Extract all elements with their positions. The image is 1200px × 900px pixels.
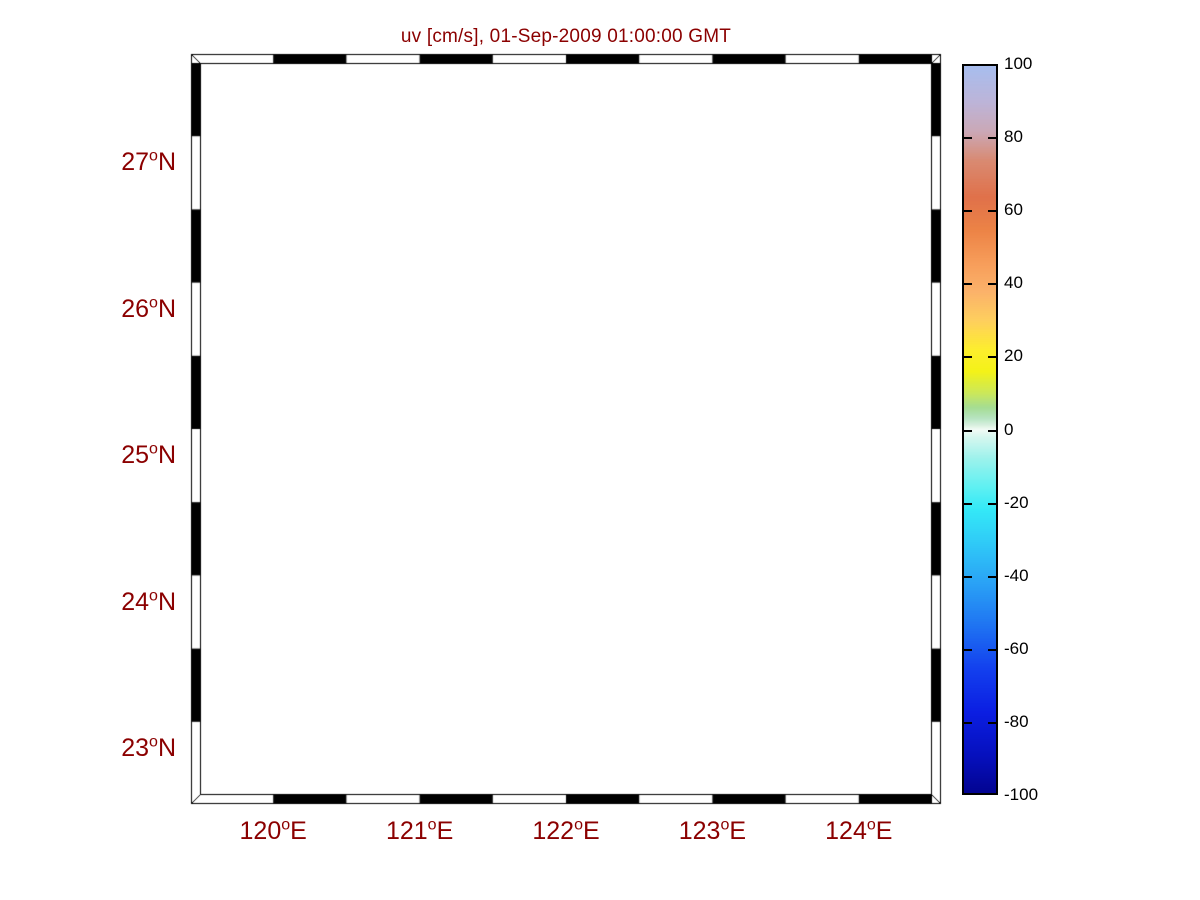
colorbar[interactable] xyxy=(962,64,998,795)
colorbar-tick-label-40: 40 xyxy=(1004,273,1023,292)
colorbar-tick-mark xyxy=(964,649,972,651)
colorbar-tick-label-0: 0 xyxy=(1004,420,1014,439)
colorbar-tick-mark xyxy=(964,430,972,432)
colorbar-tick-mark xyxy=(988,503,996,505)
y-tick-label-23: 23oN xyxy=(121,733,176,763)
colorbar-tick-label--80: -80 xyxy=(1004,712,1029,731)
colorbar-tick-label--60: -60 xyxy=(1004,639,1029,658)
colorbar-tick-mark xyxy=(988,283,996,285)
colorbar-tick-mark xyxy=(988,430,996,432)
colorbar-gradient xyxy=(964,66,996,793)
x-tick-label-123: 123oE xyxy=(678,816,747,845)
colorbar-tick-mark xyxy=(964,356,972,358)
y-tick-label-24: 24oN xyxy=(121,587,176,616)
colorbar-tick-mark xyxy=(964,576,972,578)
colorbar-tick-mark xyxy=(988,356,996,358)
colorbar-tick-label--100: -100 xyxy=(1004,785,1039,804)
colorbar-tick-mark xyxy=(988,576,996,578)
x-tick-label-122: 122oE xyxy=(532,816,600,845)
colorbar-tick-mark xyxy=(988,722,996,724)
colorbar-tick-mark xyxy=(988,210,996,212)
x-tick-label-124: 124oE xyxy=(825,816,893,845)
colorbar-tick-mark xyxy=(964,283,972,285)
y-tick-label-27: 27oN xyxy=(121,148,176,177)
x-tick-label-121: 121oE xyxy=(385,816,454,845)
colorbar-tick-mark xyxy=(988,649,996,651)
colorbar-tick-label--40: -40 xyxy=(1004,566,1029,585)
colorbar-tick-label-100: 100 xyxy=(1004,54,1033,73)
map-axes[interactable] xyxy=(190,53,942,805)
colorbar-tick-label--20: -20 xyxy=(1004,493,1029,512)
colorbar-tick-label-80: 80 xyxy=(1004,127,1023,146)
y-tick-label-26: 26oN xyxy=(121,294,176,323)
colorbar-tick-mark xyxy=(988,137,996,139)
colorbar-tick-mark xyxy=(964,210,972,212)
colorbar-tick-mark xyxy=(964,722,972,724)
colorbar-tick-label-20: 20 xyxy=(1004,346,1023,365)
axes-frame-box xyxy=(190,53,942,805)
y-tick-label-25: 25oN xyxy=(121,440,176,470)
page-title: uv [cm/s], 01-Sep-2009 01:00:00 GMT xyxy=(400,26,732,47)
colorbar-tick-mark xyxy=(964,503,972,505)
colorbar-tick-label-60: 60 xyxy=(1004,200,1023,219)
colorbar-tick-mark xyxy=(964,137,972,139)
x-tick-label-120: 120oE xyxy=(239,816,307,845)
